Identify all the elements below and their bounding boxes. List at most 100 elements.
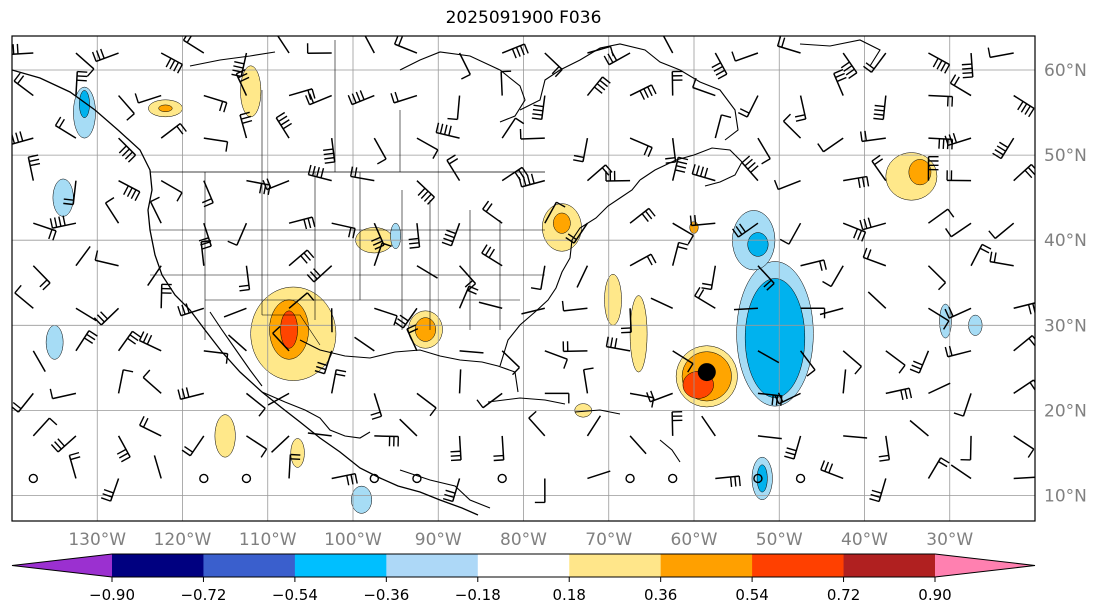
- colorbar-band: [569, 554, 662, 577]
- wind-barb: [406, 324, 419, 352]
- wind-barb: [576, 265, 589, 288]
- colorbar-band: [477, 554, 570, 577]
- wind-barb: [75, 70, 88, 96]
- wind-barb: [307, 432, 332, 437]
- wind-barb: [100, 478, 120, 502]
- wind-barb: [518, 173, 546, 188]
- wind-barb: [416, 392, 437, 417]
- wind-barb: [223, 307, 247, 318]
- wind-barb: [665, 138, 677, 164]
- wind-barb: [757, 350, 780, 364]
- calm-wind-circle: [199, 473, 209, 484]
- wind-barb: [928, 307, 950, 330]
- wind-barb: [833, 68, 847, 96]
- wind-barb: [970, 243, 992, 267]
- wind-barb: [160, 52, 183, 74]
- anomaly-contour-20: [908, 159, 932, 186]
- wind-barb: [989, 251, 1014, 267]
- calm-wind-circle: [667, 473, 678, 484]
- wind-barb: [238, 265, 251, 292]
- wind-barb: [138, 331, 162, 352]
- wind-barb: [662, 36, 674, 54]
- wind-barb: [305, 93, 332, 106]
- calm-wind-circle: [625, 473, 635, 484]
- wind-barb: [799, 350, 816, 377]
- wind-barb: [820, 460, 844, 480]
- wind-barb: [288, 216, 316, 230]
- wind-barb: [794, 95, 807, 122]
- wind-barb: [757, 435, 782, 440]
- wind-barb: [275, 111, 292, 139]
- wind-barb: [671, 70, 683, 96]
- wind-barb: [75, 330, 98, 352]
- wind-barb: [371, 222, 385, 250]
- wind-barb: [928, 52, 951, 74]
- wind-barb: [94, 250, 119, 267]
- wind-barb: [323, 138, 336, 164]
- wind-barb: [142, 369, 162, 394]
- anomaly-contour-11: [280, 310, 298, 349]
- wind-barb: [227, 222, 248, 246]
- wind-barbs: [12, 36, 1035, 504]
- wind-barb: [878, 435, 891, 462]
- wind-barb: [629, 207, 656, 224]
- wind-barb: [12, 392, 34, 413]
- wind-barb: [927, 457, 950, 479]
- wind-barb: [134, 93, 162, 104]
- wind-barb: [459, 350, 484, 354]
- wind-barb: [779, 222, 802, 245]
- wind-barb: [784, 435, 802, 460]
- wind-barb: [843, 175, 870, 189]
- wind-barb: [605, 336, 631, 352]
- wind-barb: [544, 392, 570, 404]
- wind-barb: [32, 265, 51, 291]
- wind-barb: [501, 43, 529, 59]
- wind-barb: [272, 325, 290, 352]
- wind-barb: [800, 259, 827, 271]
- wind-barb: [949, 74, 972, 97]
- wind-barb: [701, 265, 717, 291]
- wind-barb: [987, 47, 1014, 59]
- wind-barb: [235, 68, 250, 96]
- wind-barb: [493, 435, 505, 462]
- wind-barb: [160, 179, 183, 202]
- wind-barb: [562, 341, 588, 353]
- wind-barb: [450, 435, 462, 462]
- wind-barb: [63, 180, 77, 206]
- wind-barb: [104, 197, 120, 224]
- wind-barb: [116, 435, 131, 463]
- wind-barb: [246, 435, 268, 458]
- wind-barb: [14, 284, 34, 309]
- wind-barb: [885, 350, 906, 374]
- wind-barb: [306, 43, 332, 54]
- wind-barb: [373, 137, 387, 165]
- wind-barb: [629, 84, 657, 100]
- colorbar-tick-label: −0.72: [180, 586, 226, 604]
- wind-barb: [12, 43, 34, 56]
- wind-barb: [32, 417, 58, 437]
- wind-barb: [840, 52, 858, 80]
- wind-barb: [203, 94, 228, 113]
- wind-barb: [672, 350, 694, 373]
- colorbar-band: [203, 554, 296, 577]
- wind-barb: [394, 307, 418, 329]
- lat-label: 30°N: [1044, 316, 1087, 336]
- wind-barb: [306, 265, 333, 283]
- map-frame: [11, 35, 1036, 522]
- wind-barb: [859, 217, 887, 231]
- wind-barb: [531, 95, 546, 121]
- colorbar-tick-label: 0.54: [735, 586, 768, 604]
- wind-barb: [544, 201, 566, 224]
- wind-barb: [27, 154, 41, 181]
- wind-barb: [1013, 94, 1035, 118]
- lon-label: 50°W: [756, 530, 803, 550]
- wind-barb: [544, 350, 568, 369]
- wind-barb: [587, 470, 611, 480]
- lat-label: 50°N: [1044, 146, 1087, 166]
- wind-barb: [534, 478, 546, 504]
- wind-barb: [1013, 476, 1035, 480]
- wind-barb: [160, 122, 187, 139]
- wind-barb: [331, 472, 358, 486]
- colorbar-max-extend: [935, 554, 1035, 577]
- wind-barb: [435, 122, 460, 139]
